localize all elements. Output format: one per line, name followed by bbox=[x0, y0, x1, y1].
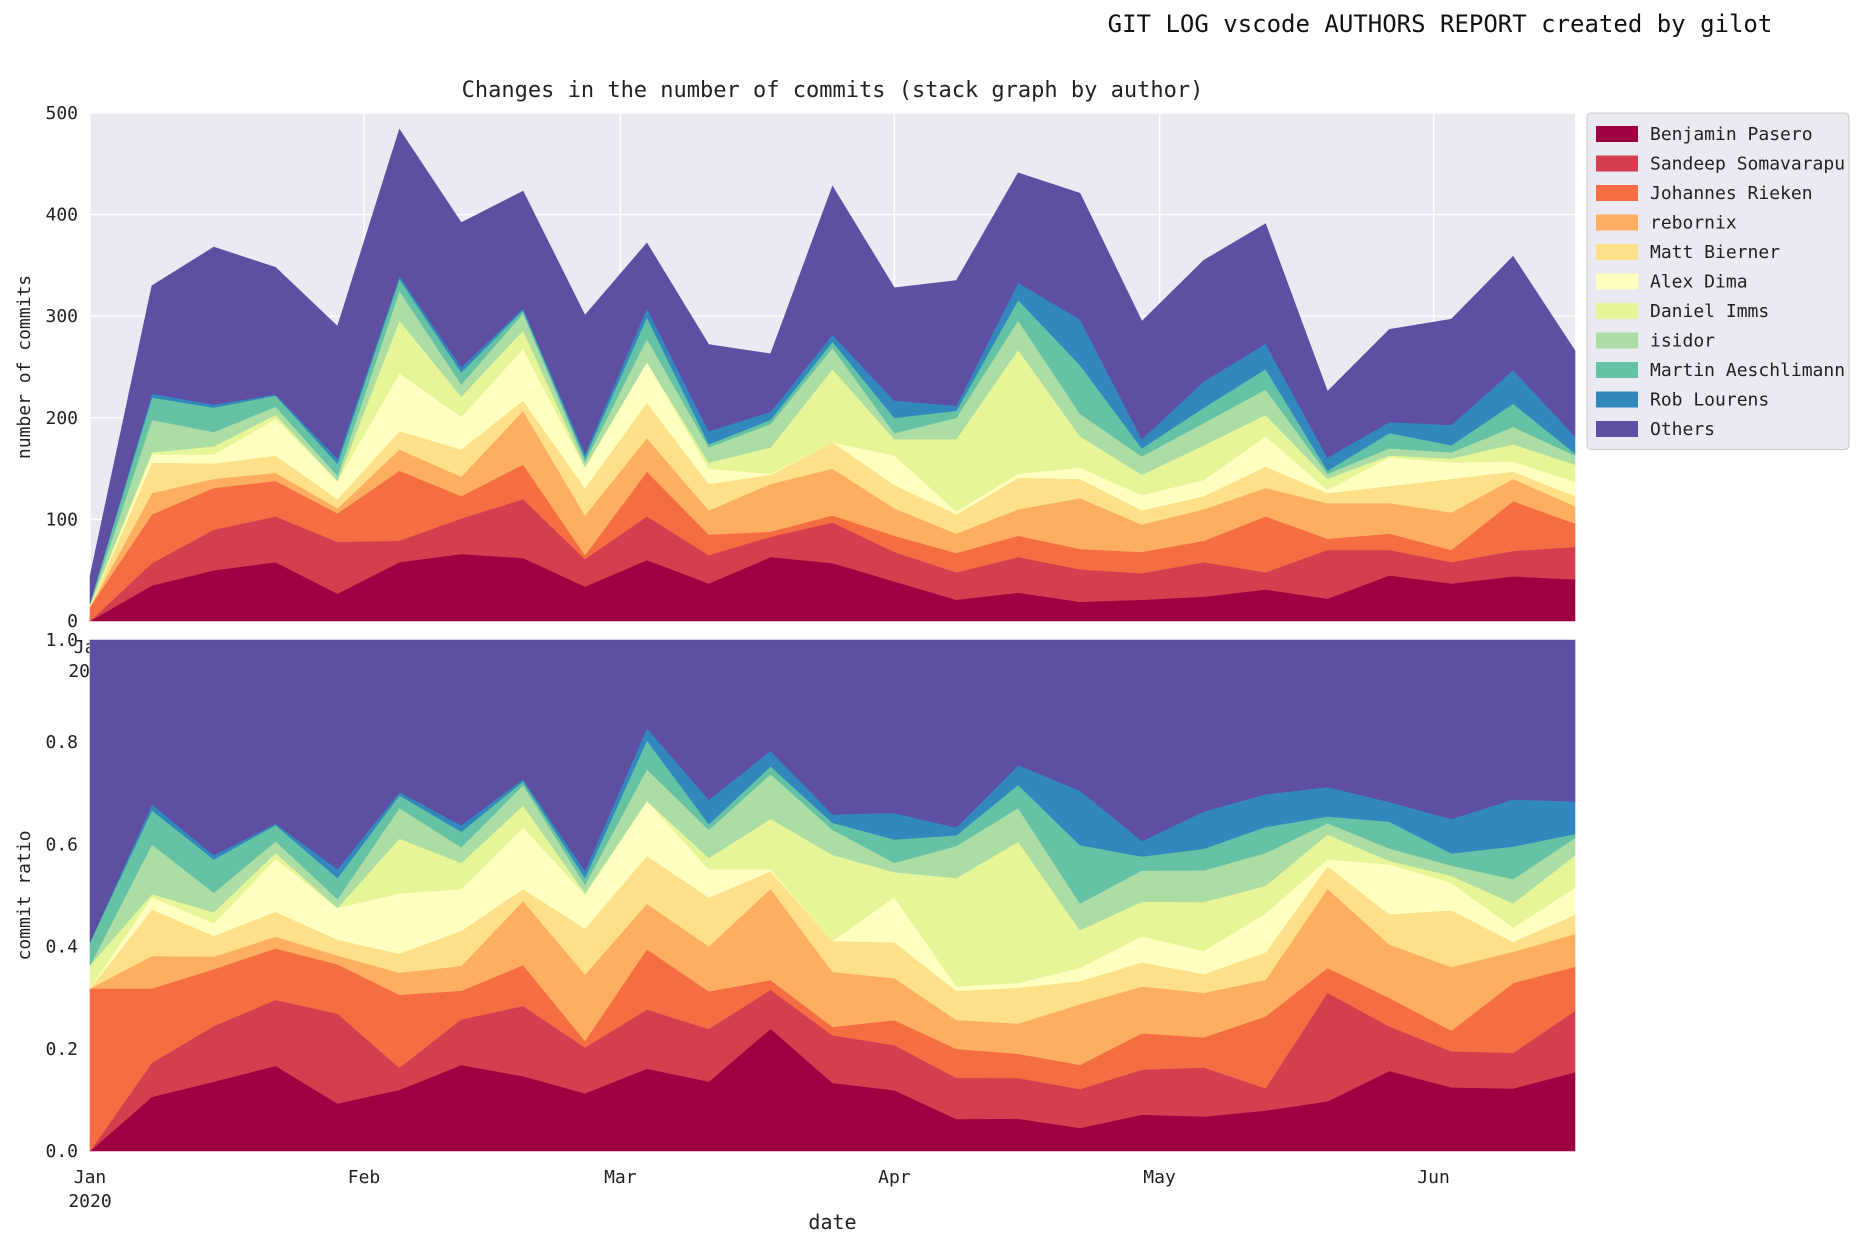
x-tick-label: Feb bbox=[348, 1167, 381, 1188]
legend-label-matt-bierner: Matt Bierner bbox=[1650, 242, 1780, 263]
y-axis-label: commit ratio bbox=[14, 830, 35, 960]
chart-title: Changes in the number of commits (stack … bbox=[462, 78, 1204, 103]
legend-label-benjamin-pasero: Benjamin Pasero bbox=[1650, 124, 1813, 145]
legend-swatch-alex-dima bbox=[1596, 273, 1638, 290]
y-tick-label: 0.4 bbox=[45, 937, 78, 958]
legend-swatch-johannes-rieken bbox=[1596, 185, 1638, 201]
y-tick-label: 400 bbox=[45, 205, 78, 226]
legend-label-rebornix: rebornix bbox=[1650, 213, 1737, 234]
legend-swatch-isidor bbox=[1596, 332, 1638, 349]
x-tick-label: Mar bbox=[604, 1167, 637, 1188]
x-tick-label: Jan bbox=[74, 1167, 107, 1188]
legend-swatch-sandeep-somavarapu bbox=[1596, 155, 1638, 172]
y-tick-label: 0.6 bbox=[45, 834, 78, 855]
y-tick-label: 0.2 bbox=[45, 1039, 78, 1060]
y-tick-label: 200 bbox=[45, 408, 78, 429]
legend: Benjamin Pasero Sandeep Somavarapu Johanne… bbox=[1586, 112, 1850, 450]
y-tick-label: 0.8 bbox=[45, 732, 78, 753]
ratio-chart: 0.0 0.2 0.4 0.6 0.8 1.0 Jan 2020 Feb Mar Apr May Jun… bbox=[14, 630, 1576, 1234]
y-tick-label: 0.0 bbox=[45, 1141, 78, 1162]
legend-label-sandeep-somavarapu: Sandeep Somavarapu bbox=[1650, 154, 1845, 175]
x-axis-label: date bbox=[808, 1210, 856, 1234]
legend-label-others: Others bbox=[1650, 419, 1715, 440]
legend-label-martin-aeschlimann: Martin Aeschlimann bbox=[1650, 360, 1845, 381]
x-tick-label: Apr bbox=[878, 1167, 911, 1188]
legend-swatch-benjamin-pasero bbox=[1596, 126, 1638, 142]
legend-frame bbox=[1586, 112, 1850, 450]
y-tick-label: 300 bbox=[45, 306, 78, 327]
x-tick-label: May bbox=[1143, 1167, 1176, 1188]
legend-label-daniel-imms: Daniel Imms bbox=[1650, 301, 1769, 322]
legend-label-alex-dima: Alex Dima bbox=[1650, 272, 1748, 293]
legend-swatch-rebornix bbox=[1596, 214, 1638, 231]
report-title: GIT LOG vscode AUTHORS REPORT created by… bbox=[1107, 10, 1773, 38]
y-axis-label: number of commits bbox=[14, 275, 35, 459]
x-tick-label: Jun bbox=[1417, 1167, 1450, 1188]
ratio-area-others bbox=[89, 639, 1576, 943]
x-tick-sublabel: 2020 bbox=[68, 1191, 111, 1212]
y-tick-label: 0 bbox=[67, 611, 78, 632]
y-tick-label: 1.0 bbox=[45, 630, 78, 651]
legend-label-isidor: isidor bbox=[1650, 331, 1715, 352]
legend-swatch-daniel-imms bbox=[1596, 303, 1638, 319]
legend-swatch-rob-lourens bbox=[1596, 391, 1638, 408]
commits-chart: 0100200300400500Jan2020FebMarAprMayJunCh… bbox=[14, 78, 1576, 682]
legend-swatch-others bbox=[1596, 421, 1638, 437]
commit-area-others bbox=[89, 128, 1576, 603]
y-tick-label: 500 bbox=[45, 103, 78, 124]
y-tick-label: 100 bbox=[45, 509, 78, 530]
legend-swatch-martin-aeschlimann bbox=[1596, 362, 1638, 378]
legend-label-johannes-rieken: Johannes Rieken bbox=[1650, 183, 1813, 204]
legend-swatch-matt-bierner bbox=[1596, 244, 1638, 260]
legend-label-rob-lourens: Rob Lourens bbox=[1650, 390, 1769, 411]
